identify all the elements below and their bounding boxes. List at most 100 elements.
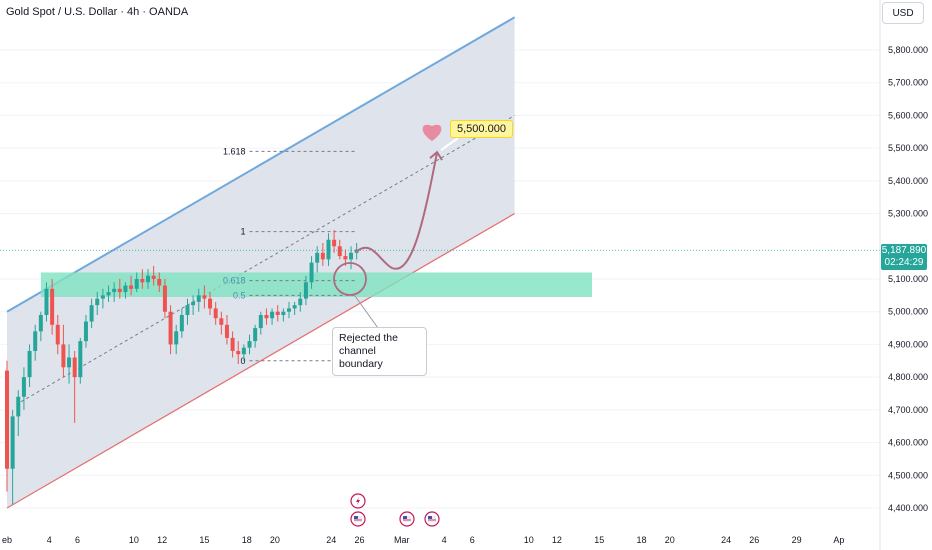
candle-body — [78, 341, 83, 378]
fib-label: 0.618 — [223, 276, 246, 286]
candle — [5, 360, 9, 492]
candle — [315, 246, 320, 273]
bar-countdown: 02:24:29 — [884, 257, 924, 268]
candle — [303, 275, 308, 306]
candle-body — [162, 285, 167, 312]
candle-body — [326, 239, 331, 260]
annotation-note: Rejected the channel boundary — [332, 327, 427, 376]
fib-label: 1 — [241, 227, 246, 237]
candle-body — [185, 305, 190, 315]
time-tick-label: 20 — [270, 535, 280, 545]
candle-body — [27, 350, 32, 378]
price-tick-label: 5,600.000 — [888, 110, 928, 120]
candle-body — [83, 321, 88, 342]
support-zone — [40, 272, 592, 297]
candle — [72, 350, 77, 423]
candle — [123, 282, 128, 299]
price-axis: 5,800.000 5,700.000 5,600.000 5,500.000 5,40… — [888, 45, 928, 513]
candle-body — [112, 288, 117, 293]
candle-body — [67, 357, 72, 368]
price-tick-label: 4,400.000 — [888, 503, 928, 513]
candle-body — [241, 347, 246, 355]
candle-body — [270, 311, 275, 319]
candle-body — [168, 311, 173, 345]
candle-body — [219, 318, 224, 325]
price-tick-label: 5,700.000 — [888, 78, 928, 88]
candle — [106, 285, 111, 302]
candle-body — [258, 314, 263, 329]
time-tick-label: 18 — [242, 535, 252, 545]
candle-body — [5, 370, 9, 469]
candle-body — [89, 305, 94, 322]
candle-body — [309, 262, 314, 283]
candle — [224, 314, 229, 345]
candle-body — [16, 396, 21, 417]
candle — [112, 282, 117, 302]
candle-body — [349, 252, 354, 260]
candle — [179, 308, 184, 338]
candle — [275, 305, 280, 322]
candle-body — [174, 331, 179, 345]
note-line-1: Rejected the — [339, 332, 398, 344]
candle — [168, 305, 173, 355]
time-tick-label: 26 — [749, 535, 759, 545]
candle-body — [151, 275, 156, 279]
candle — [241, 344, 246, 361]
candle-body — [292, 305, 297, 309]
candle — [292, 301, 297, 315]
candle — [219, 311, 224, 335]
price-tick-label: 4,900.000 — [888, 339, 928, 349]
candles — [5, 229, 359, 505]
candle-body — [55, 324, 60, 345]
currency-button[interactable]: USD — [882, 2, 924, 24]
price-tick-label: 4,600.000 — [888, 438, 928, 448]
price-tick-label: 4,700.000 — [888, 405, 928, 415]
time-tick-label: 15 — [594, 535, 604, 545]
candle — [191, 295, 196, 315]
candle — [287, 301, 291, 319]
candle — [151, 265, 156, 286]
time-tick-label: 24 — [326, 535, 336, 545]
time-tick-label: 12 — [552, 535, 562, 545]
projection-arrow — [355, 151, 439, 270]
candle — [55, 314, 60, 355]
time-tick-label: 20 — [665, 535, 675, 545]
target-connector — [440, 137, 459, 151]
candle-body — [44, 288, 49, 315]
candle — [117, 279, 122, 299]
candle-body — [157, 279, 162, 286]
candle — [146, 269, 150, 289]
candle-body — [38, 314, 43, 332]
time-axis: eb 4 6 10 12 15 18 20 24 26 Mar 4 6 10 12 15 18 20 24 26 29 A… — [2, 535, 844, 545]
candle-body — [337, 246, 342, 257]
candle — [89, 298, 94, 329]
candle-body — [264, 314, 269, 319]
time-tick-label: 4 — [442, 535, 447, 545]
candle — [38, 311, 43, 342]
candle — [247, 334, 252, 355]
candle-body — [33, 331, 38, 351]
fib-label: 0 — [241, 356, 246, 366]
time-tick-label: Mar — [394, 535, 410, 545]
candle — [100, 288, 105, 309]
candle-body — [117, 288, 122, 293]
candle — [174, 324, 179, 355]
candle — [332, 229, 337, 253]
rejection-circle — [333, 262, 367, 296]
candle — [95, 292, 100, 315]
candle — [236, 341, 241, 365]
candle — [33, 324, 38, 361]
channel-midline — [20, 114, 515, 403]
time-tick-label: 15 — [199, 535, 209, 545]
price-tick-label: 4,500.000 — [888, 470, 928, 480]
candle — [140, 269, 145, 289]
candle — [281, 308, 286, 322]
candle-body — [95, 298, 100, 306]
note-line-2: channel boundary — [339, 345, 383, 370]
candle — [320, 243, 325, 266]
candle-body — [298, 298, 303, 306]
candle — [208, 292, 213, 315]
time-tick-label: 24 — [721, 535, 731, 545]
price-tick-label: 4,800.000 — [888, 372, 928, 382]
